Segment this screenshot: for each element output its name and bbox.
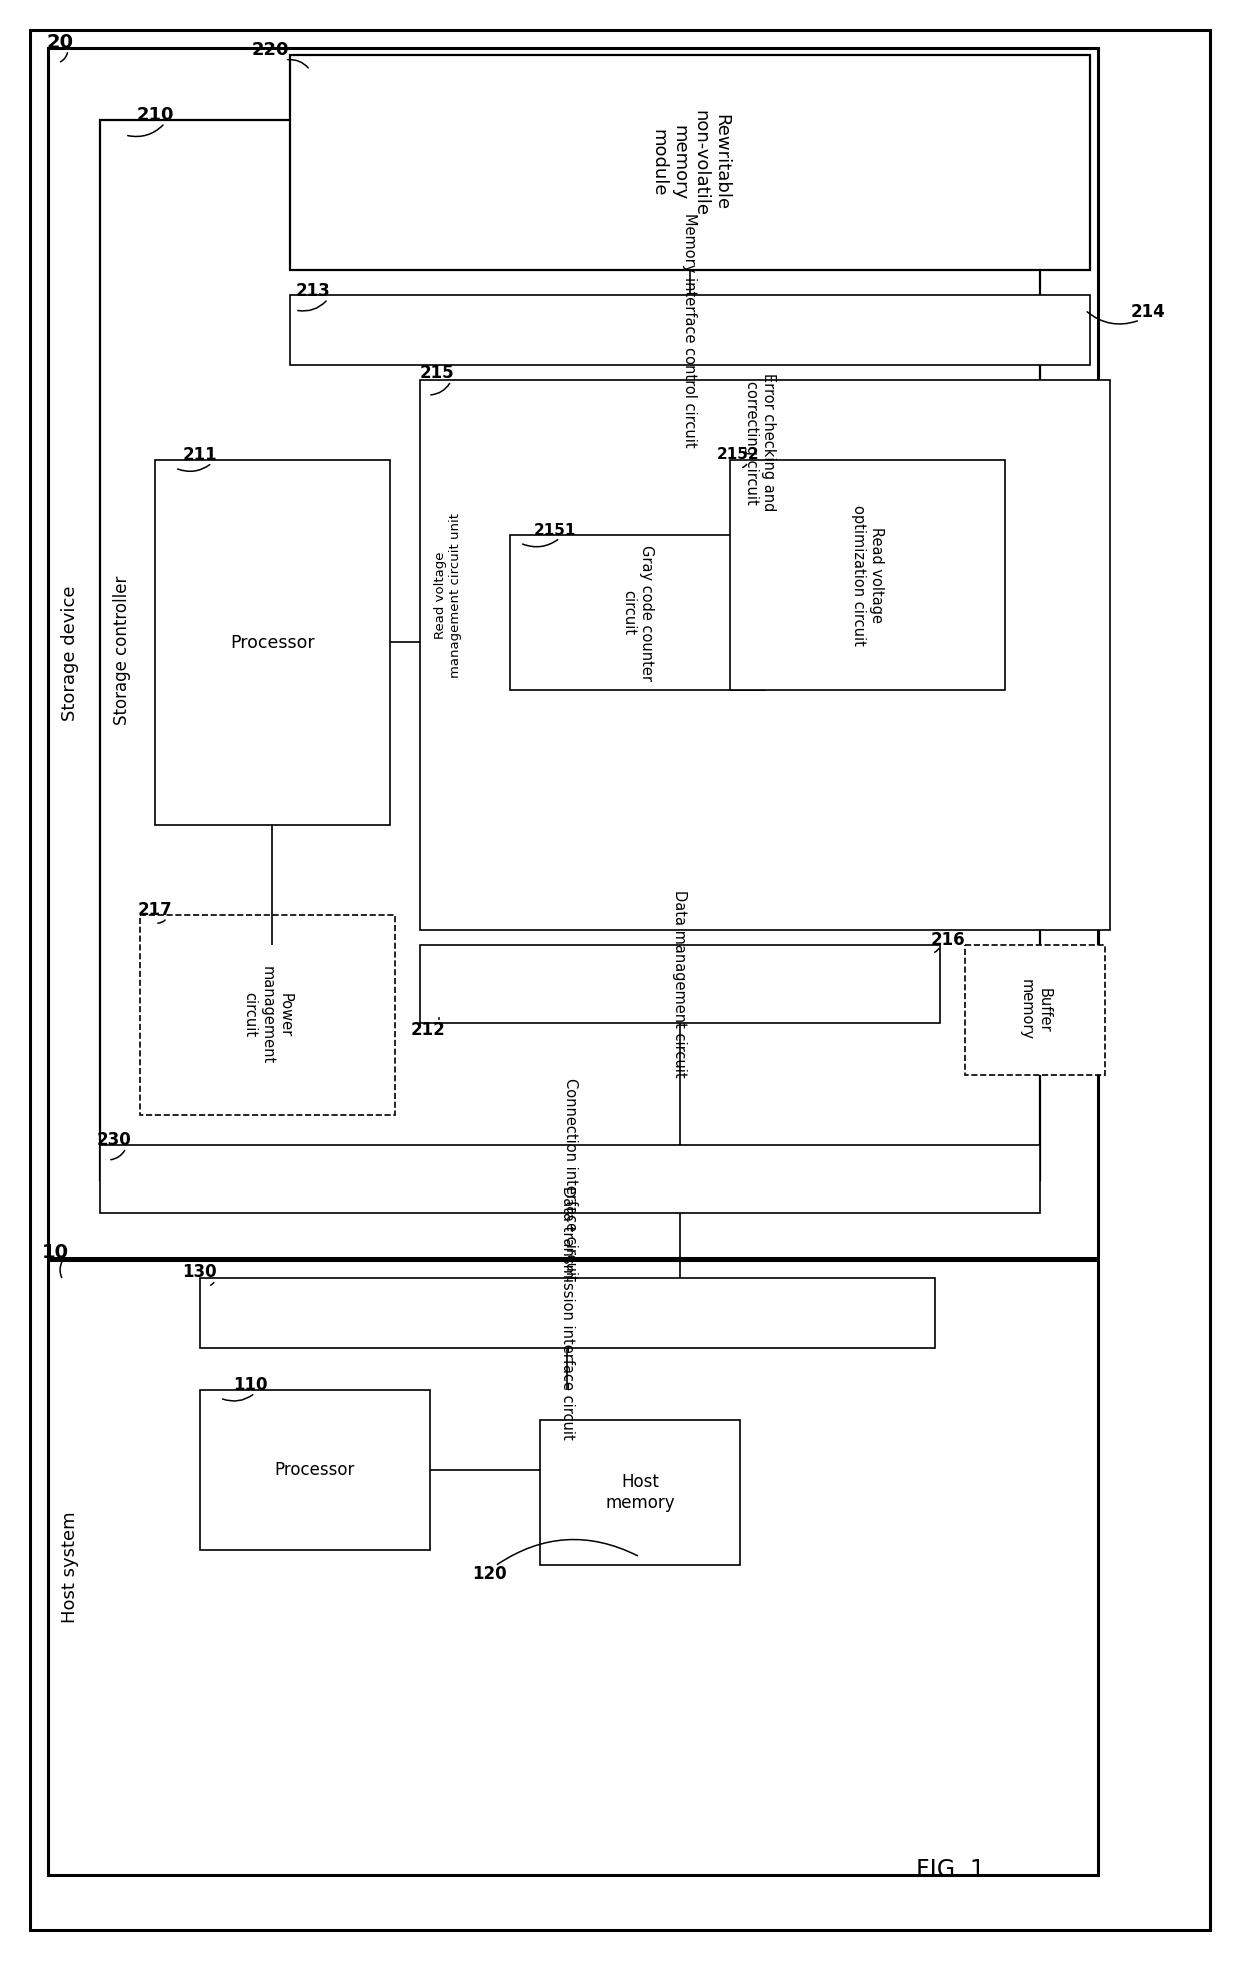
Text: Read voltage
optimization circuit: Read voltage optimization circuit: [852, 504, 884, 646]
Text: 110: 110: [233, 1376, 268, 1394]
Bar: [100, 1146, 1040, 1213]
Bar: [420, 380, 1110, 929]
Text: Gray code counter
circuit: Gray code counter circuit: [621, 545, 653, 681]
Bar: [48, 47, 1097, 1258]
Text: 2152: 2152: [717, 447, 759, 461]
Text: Memory interface control circuit: Memory interface control circuit: [682, 213, 697, 447]
Bar: [965, 945, 1105, 1075]
Bar: [200, 1278, 935, 1349]
Text: 2151: 2151: [533, 522, 577, 538]
Text: Storage device: Storage device: [61, 585, 79, 721]
Text: Rewritable
non-volatile
memory
module: Rewritable non-volatile memory module: [650, 110, 730, 215]
Bar: [290, 295, 1090, 364]
Text: FIG. 1: FIG. 1: [915, 1859, 985, 1882]
Text: 212: 212: [410, 1022, 445, 1040]
Bar: [539, 1420, 740, 1565]
Bar: [140, 916, 396, 1114]
Text: Host
memory: Host memory: [605, 1473, 675, 1512]
Bar: [510, 536, 765, 689]
Text: Error checking and
correcting circuit: Error checking and correcting circuit: [744, 374, 776, 512]
Text: 213: 213: [295, 282, 330, 299]
Bar: [100, 120, 1040, 1179]
Text: 211: 211: [182, 447, 217, 465]
Text: 10: 10: [41, 1242, 68, 1262]
Bar: [200, 1390, 430, 1550]
Bar: [290, 55, 1090, 270]
Text: Storage controller: Storage controller: [113, 575, 131, 725]
Text: 214: 214: [1131, 303, 1166, 321]
Text: 130: 130: [182, 1262, 217, 1282]
Text: 216: 216: [931, 931, 965, 949]
Text: Host system: Host system: [61, 1512, 79, 1622]
Text: 215: 215: [419, 364, 454, 382]
Text: Read voltage
management circuit unit: Read voltage management circuit unit: [434, 512, 463, 677]
Text: 230: 230: [97, 1130, 131, 1150]
Bar: [430, 386, 1090, 500]
Bar: [420, 945, 940, 1024]
Bar: [730, 461, 1004, 689]
Text: Data transmission interface circuit: Data transmission interface circuit: [560, 1185, 575, 1439]
Text: 210: 210: [136, 106, 174, 124]
Text: 220: 220: [252, 41, 289, 59]
Text: Data management circuit: Data management circuit: [672, 890, 687, 1077]
Bar: [48, 1260, 1097, 1874]
Text: Power
management
circuit: Power management circuit: [243, 967, 293, 1063]
Text: Buffer
memory: Buffer memory: [1019, 979, 1052, 1040]
Text: Connection interface circuit: Connection interface circuit: [563, 1077, 578, 1280]
Text: 20: 20: [47, 33, 73, 51]
Bar: [155, 461, 391, 825]
Text: Processor: Processor: [275, 1461, 355, 1479]
Text: 120: 120: [472, 1565, 507, 1583]
Text: Processor: Processor: [231, 634, 315, 652]
Text: 217: 217: [138, 902, 172, 920]
